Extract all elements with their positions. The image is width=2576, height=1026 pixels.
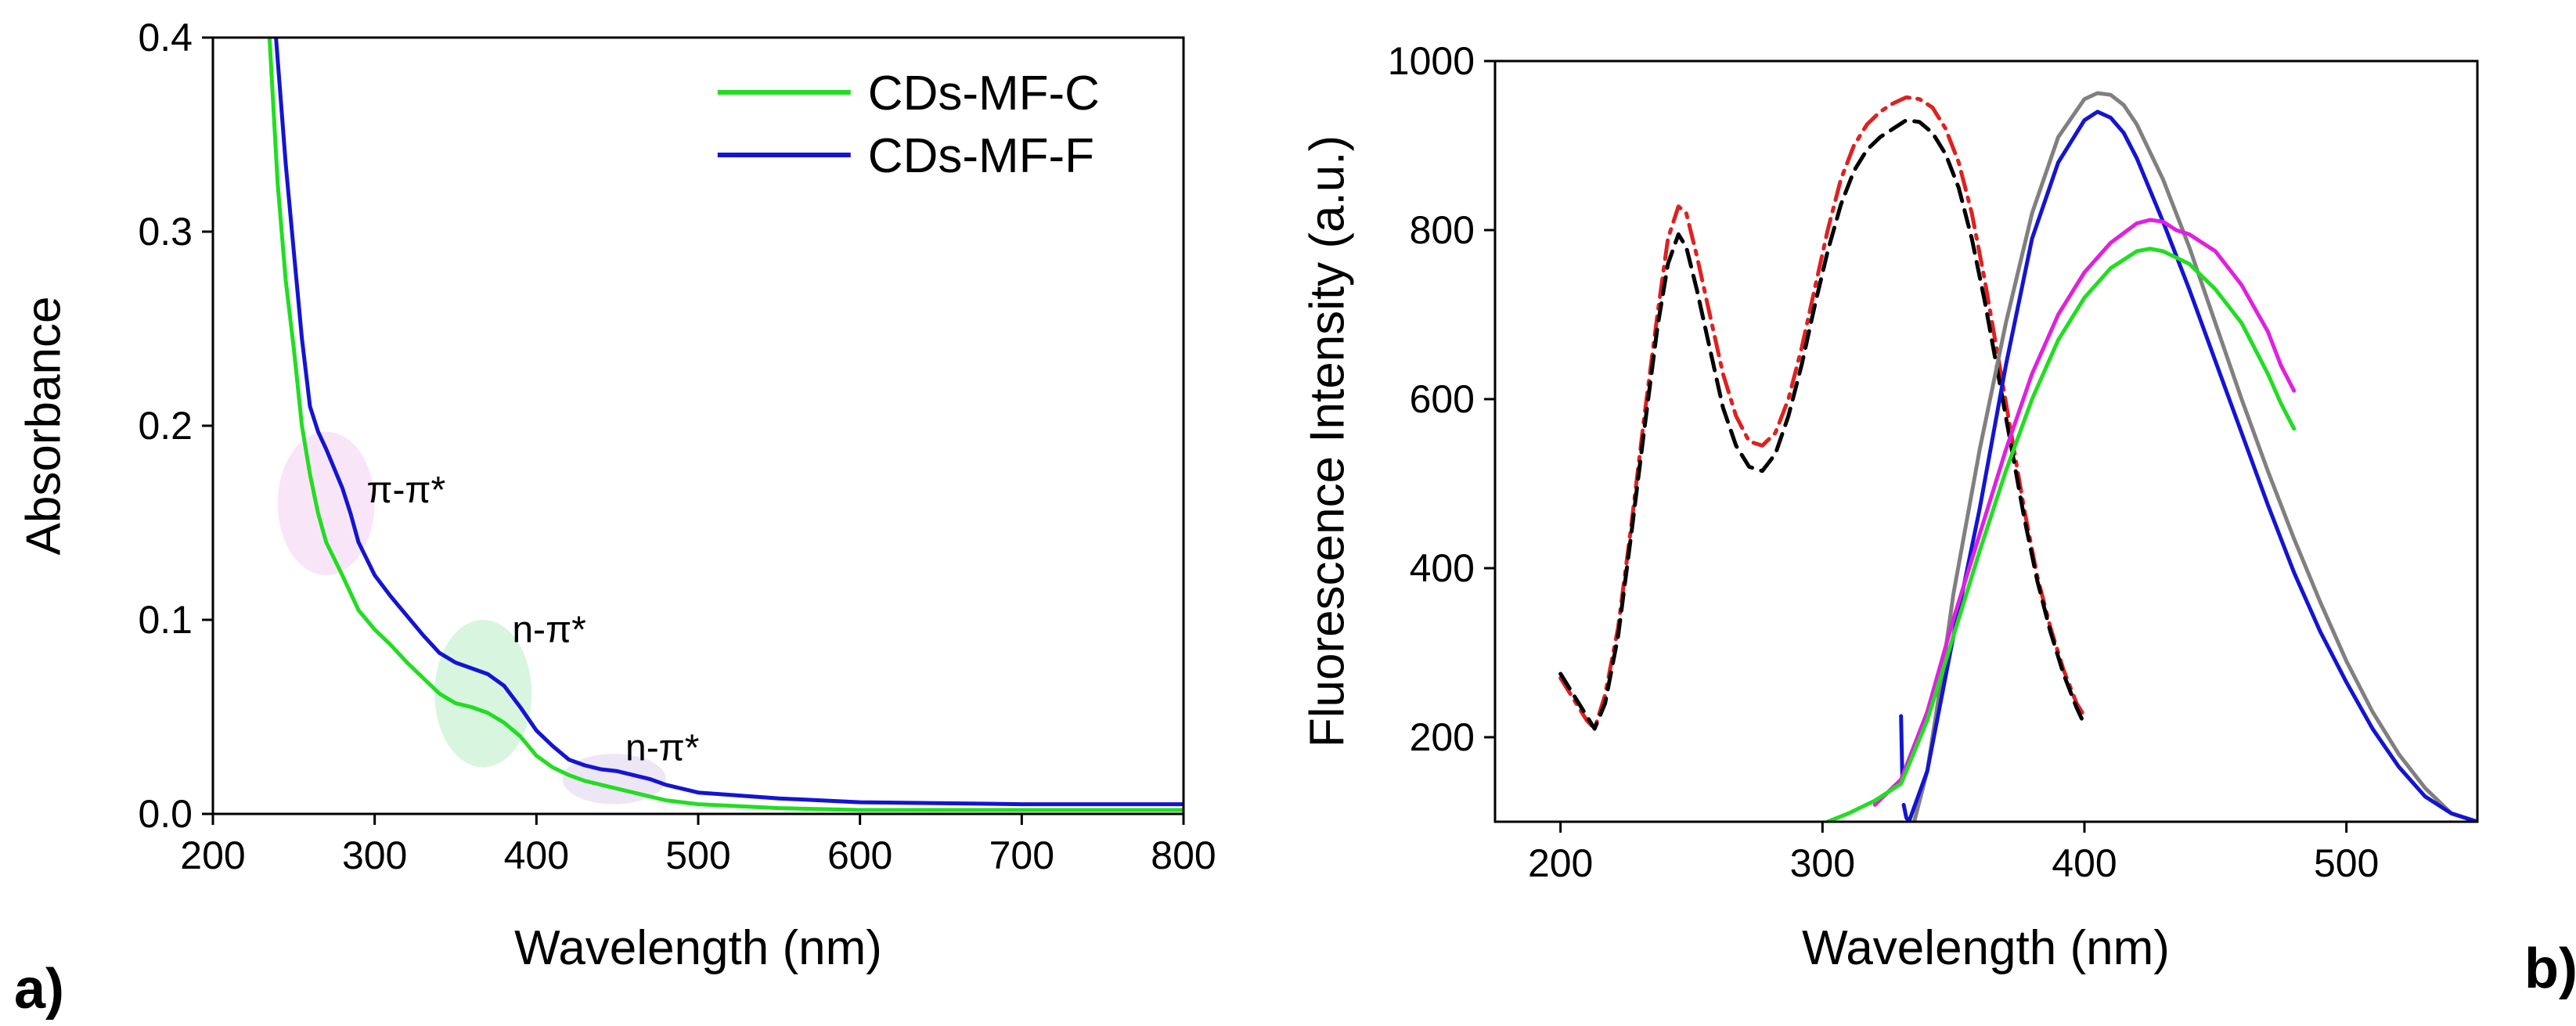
annotation-ellipse bbox=[277, 431, 375, 575]
x-tick-label: 400 bbox=[2052, 841, 2117, 885]
y-tick-label: 400 bbox=[1410, 546, 1475, 590]
y-tick-label: 1000 bbox=[1388, 39, 1475, 83]
legend-label: CDs-MF-C bbox=[868, 67, 1100, 121]
x-axis-title: Wavelength (nm) bbox=[514, 921, 882, 975]
legend: CDs-MF-C CDs-MF-F bbox=[717, 67, 1100, 183]
series-group bbox=[267, 38, 1184, 812]
annotation-label: n-π* bbox=[625, 728, 699, 769]
series-line-5 bbox=[1825, 247, 2297, 822]
x-axis-title: Wavelength (nm) bbox=[1802, 921, 2170, 975]
x-tick-label: 300 bbox=[342, 833, 407, 877]
panel-label: b) bbox=[2524, 938, 2576, 1000]
annotation-label: n-π* bbox=[512, 609, 585, 650]
y-tick-label: 600 bbox=[1410, 377, 1475, 421]
series-line-0 bbox=[267, 38, 1184, 812]
y-tick-label: 0.1 bbox=[138, 598, 193, 642]
panel-a-chart: 200 300 400 500 600 700 800 0.0 0.1 0.2 0.3 0.4 π-π… bbox=[14, 16, 1216, 1021]
series-line-1 bbox=[274, 38, 1184, 807]
y-axis-title: Absorbance bbox=[16, 297, 70, 556]
x-tick-label: 400 bbox=[504, 833, 569, 877]
series-group bbox=[1558, 91, 2477, 822]
axis-ticks: 200 300 400 500 600 700 800 0.0 0.1 0.2 0.3 0.4 bbox=[138, 16, 1216, 877]
panel-b-chart: 200 300 400 500 200 400 600 800 1000 Wavelength … bbox=[1300, 39, 2576, 1000]
panel-label: a) bbox=[14, 958, 64, 1021]
y-tick-label: 0.2 bbox=[138, 404, 193, 448]
annotation-labels: π-π* n-π* n-π* bbox=[366, 470, 699, 769]
annotation-ellipse bbox=[434, 620, 532, 768]
annotation-ellipses bbox=[277, 431, 666, 805]
x-tick-label: 200 bbox=[1528, 841, 1593, 885]
legend-label: CDs-MF-F bbox=[868, 129, 1094, 183]
series-line-0 bbox=[1558, 95, 2087, 731]
y-tick-label: 200 bbox=[1410, 715, 1475, 759]
series-line-1 bbox=[1558, 118, 2087, 731]
series-line-2 bbox=[1912, 91, 2477, 822]
x-tick-label: 500 bbox=[665, 833, 730, 877]
x-tick-label: 500 bbox=[2314, 841, 2379, 885]
y-axis-title: Fluorescence Intensity (a.u.) bbox=[1300, 135, 1354, 747]
y-tick-label: 800 bbox=[1410, 208, 1475, 252]
series-line-3 bbox=[1899, 110, 2477, 822]
annotation-label: π-π* bbox=[366, 470, 445, 511]
x-tick-label: 200 bbox=[180, 833, 245, 877]
y-tick-label: 0.0 bbox=[138, 792, 193, 836]
x-tick-label: 300 bbox=[1790, 841, 1855, 885]
axis-ticks: 200 300 400 500 200 400 600 800 1000 bbox=[1388, 39, 2380, 885]
series-line-4 bbox=[1872, 218, 2297, 807]
y-tick-label: 0.4 bbox=[138, 16, 193, 59]
y-tick-label: 0.3 bbox=[138, 210, 193, 254]
x-tick-label: 800 bbox=[1151, 833, 1216, 877]
x-tick-label: 700 bbox=[989, 833, 1054, 877]
plot-frame bbox=[1493, 59, 2479, 823]
x-tick-label: 600 bbox=[827, 833, 892, 877]
